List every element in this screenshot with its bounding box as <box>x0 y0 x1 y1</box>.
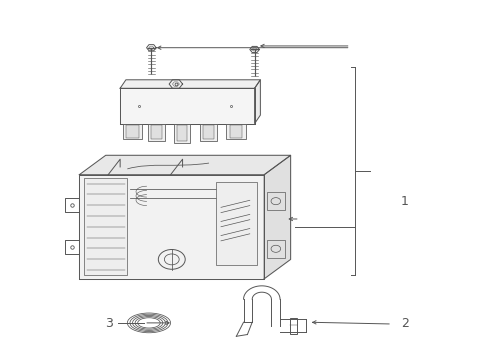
Bar <box>84 178 127 275</box>
Bar <box>290 318 297 334</box>
Bar <box>216 182 257 265</box>
Bar <box>151 125 162 139</box>
Polygon shape <box>79 175 264 279</box>
Polygon shape <box>120 80 260 88</box>
Bar <box>174 123 190 143</box>
Text: 3: 3 <box>105 317 113 330</box>
Bar <box>267 240 285 258</box>
Bar <box>203 125 214 139</box>
Bar <box>226 123 246 139</box>
Bar <box>148 123 165 141</box>
Bar <box>200 123 217 141</box>
Polygon shape <box>120 88 255 123</box>
Bar <box>122 123 142 139</box>
Bar <box>126 125 139 138</box>
Polygon shape <box>264 155 291 279</box>
Bar <box>230 125 243 138</box>
Bar <box>177 125 187 141</box>
Polygon shape <box>255 80 260 123</box>
Polygon shape <box>79 155 291 175</box>
Text: 2: 2 <box>401 318 409 330</box>
Text: 1: 1 <box>401 195 409 208</box>
Bar <box>267 192 285 210</box>
